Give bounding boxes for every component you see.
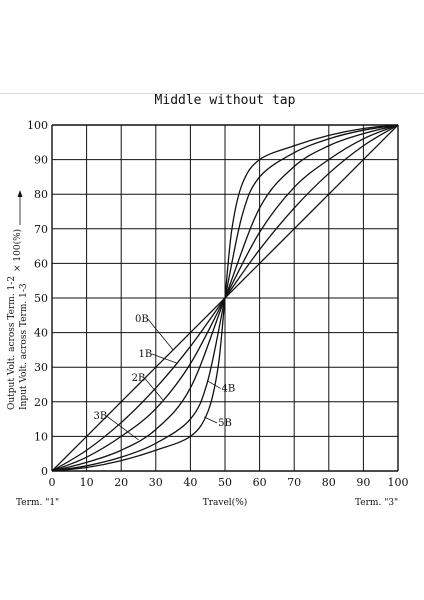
y-tick-label: 20 — [34, 396, 48, 409]
curve-labels: 0B 1B 2B 3B 4B 5B — [94, 314, 236, 441]
y-tick-label: 10 — [34, 430, 48, 443]
curve-label-leader — [204, 416, 218, 424]
curve-label-1b: 1B — [139, 349, 153, 360]
header-rule — [0, 93, 424, 94]
grid — [51, 124, 399, 472]
y-tick-label: 60 — [34, 257, 48, 270]
y-tick-label: 80 — [34, 188, 48, 201]
curve-label-3b: 3B — [94, 411, 108, 422]
curves — [51, 124, 399, 472]
y-tick-label: 0 — [41, 465, 48, 478]
y-tick-label: 70 — [34, 223, 48, 236]
x-tick-label: 20 — [114, 476, 128, 489]
x-left-label: Term. "1" — [16, 498, 59, 508]
curve-label-2b: 2B — [132, 373, 146, 384]
y-tick-label: 30 — [34, 361, 48, 374]
y-tick-label: 50 — [34, 292, 48, 305]
x-tick-label: 10 — [80, 476, 94, 489]
y-axis-label-factor: × 100(%) — [12, 229, 23, 272]
x-right-label: Term. "3" — [355, 498, 398, 508]
tick-labels: 0 10 20 30 40 50 60 70 80 90 100 0 10 20 30 40 50 60 70 80 9… — [27, 119, 409, 489]
y-tick-label: 100 — [27, 119, 48, 132]
x-tick-label: 50 — [218, 476, 232, 489]
x-tick-label: 100 — [388, 476, 409, 489]
curve-label-leader — [207, 380, 221, 389]
series-line-5b — [51, 124, 399, 472]
curve-label-leader — [147, 318, 174, 351]
x-tick-label: 30 — [149, 476, 163, 489]
x-tick-label: 0 — [49, 476, 56, 489]
y-tick-label: 90 — [34, 154, 48, 167]
curve-label-5b: 5B — [218, 418, 232, 429]
curve-label-leader — [151, 353, 177, 364]
y-tick-label: 40 — [34, 327, 48, 340]
x-tick-label: 60 — [253, 476, 267, 489]
arrow-up-icon — [17, 190, 23, 225]
x-tick-label: 90 — [356, 476, 370, 489]
y-axis-label-line1: Output Volt. across Term. 1-2 — [7, 276, 17, 410]
chart-title: Middle without tap — [155, 93, 296, 108]
curve-label-4b: 4B — [222, 383, 236, 394]
curve-label-leader — [106, 415, 139, 441]
curve-label-0b: 0B — [135, 314, 149, 325]
x-tick-label: 70 — [287, 476, 301, 489]
x-tick-label: 80 — [322, 476, 336, 489]
curve-label-leader — [144, 377, 164, 400]
x-tick-label: 40 — [183, 476, 197, 489]
y-axis-label-line2: Input Volt. across Term. 1-3 — [19, 283, 29, 410]
x-axis-label: Travel(%) — [203, 497, 248, 508]
